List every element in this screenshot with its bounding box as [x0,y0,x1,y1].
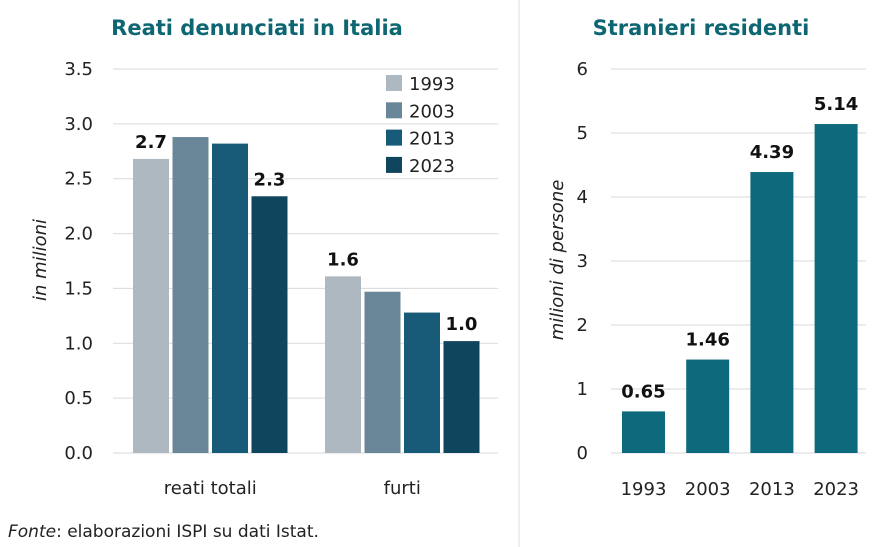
bar-2003 [172,137,209,453]
x-category-label: reati totali [164,478,257,499]
legend-label: 2003 [409,101,455,122]
x-category-label: 2003 [685,479,731,500]
x-category-label: 2023 [813,479,859,500]
x-category-label: 2013 [749,479,795,500]
bar-2013 [750,172,794,454]
y-axis-label-stranieri: milioni di persone [547,180,568,341]
y-tick-label: 3.0 [64,114,93,135]
bar-2013 [212,143,248,453]
bar-2023 [443,341,480,453]
legend-label: 1993 [409,74,455,95]
chart-title-stranieri: Stranieri residenti [593,16,810,40]
legend-label: 2013 [409,129,455,150]
chart-title-reati: Reati denunciati in Italia [111,16,403,40]
y-tick-label: 1.0 [64,333,93,354]
y-axis-label-reati: in milioni [30,219,51,301]
legend-swatch [386,129,402,146]
data-label: 0.65 [621,381,665,402]
y-tick-label: 0.0 [64,443,93,464]
source-text: : elaborazioni ISPI su dati Istat. [56,522,319,542]
y-tick-label: 2.0 [64,224,93,245]
y-tick-label: 6 [577,59,588,80]
bar-1993 [133,158,169,454]
y-tick-label: 1 [577,379,588,400]
data-label: 2.3 [254,169,286,190]
bar-2003 [686,359,730,453]
bar-2023 [814,124,858,453]
chart-stranieri-panel: Stranieri residenti milioni di persone 0… [547,16,866,500]
y-tick-label: 0.5 [64,388,93,409]
data-label: 4.39 [750,142,794,163]
bar-2013 [404,312,440,453]
data-label: 1.0 [446,314,478,335]
bar-1993 [325,276,361,453]
y-tick-label: 2 [577,315,588,336]
data-label: 5.14 [814,94,858,115]
y-tick-label: 3.5 [64,59,93,80]
y-tick-label: 4 [577,187,588,208]
bar-2023 [251,196,288,454]
source-label: Fonte [8,522,57,542]
y-tick-label: 5 [577,123,588,144]
chart-reati-panel: Reati denunciati in Italia in milioni 0.… [30,16,498,499]
x-category-label: 1993 [621,479,667,500]
legend-swatch [386,75,402,91]
legend-swatch [386,156,402,173]
source-note: Fonte: elaborazioni ISPI su dati Istat. [8,522,319,542]
legend-swatch [386,102,402,119]
y-tick-label: 1.5 [64,278,93,299]
y-tick-label: 2.5 [64,169,93,190]
data-label: 1.46 [685,330,729,351]
y-tick-label: 3 [577,251,588,272]
bar-2003 [364,291,401,453]
legend-label: 2023 [409,156,455,177]
x-category-label: furti [384,478,421,499]
y-tick-label: 0 [577,443,588,464]
data-label: 2.7 [135,132,167,153]
bar-1993 [622,411,665,453]
data-label: 1.6 [327,249,359,270]
